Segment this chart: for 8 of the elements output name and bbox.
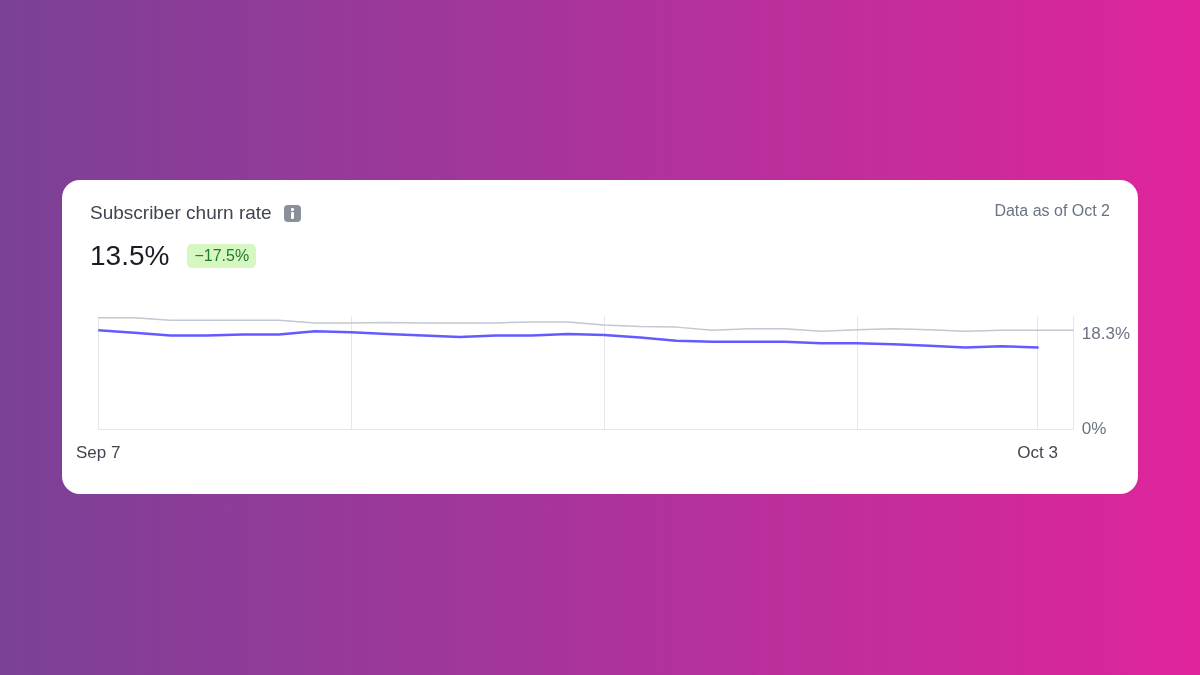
text: Data as of Oct 2: [994, 202, 1110, 220]
y-tick-label: 0%: [1081, 419, 1107, 439]
chart-subtitle: 13.5%: [90, 240, 170, 272]
y-tick-label: 18.3%: [1081, 324, 1130, 344]
chart-title: Subscriber churn rate: [90, 202, 272, 224]
x-tick-label: Oct 3: [1017, 443, 1058, 463]
text: −17.5%: [187, 244, 257, 268]
x-tick-label: Sep 7: [75, 443, 121, 463]
